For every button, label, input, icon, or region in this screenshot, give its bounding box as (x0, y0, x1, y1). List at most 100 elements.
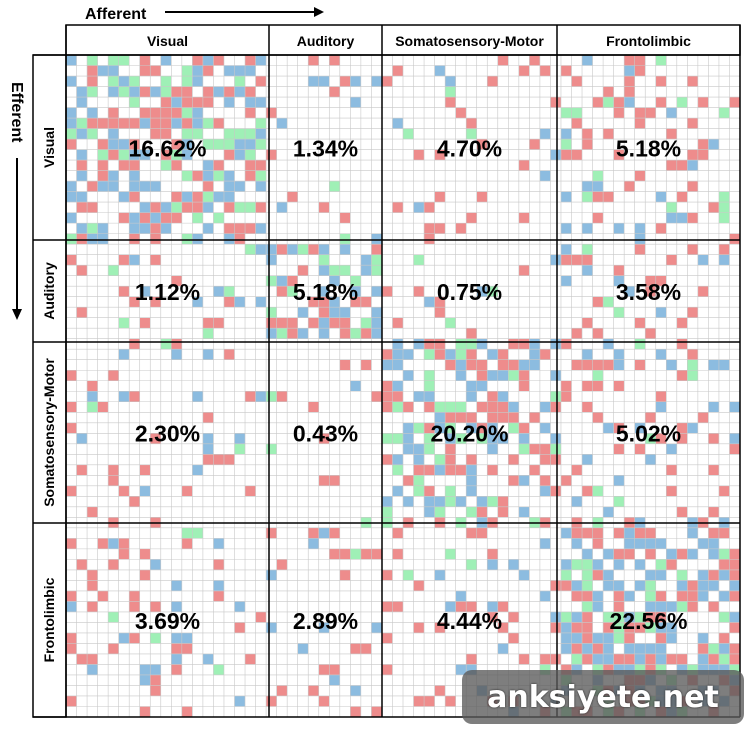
matrix-cell (445, 317, 456, 329)
matrix-cell (518, 338, 530, 350)
matrix-cell (445, 349, 456, 360)
matrix-cell (466, 527, 477, 539)
matrix-cell (655, 653, 667, 665)
matrix-cell (318, 76, 330, 87)
matrix-cell (655, 590, 667, 602)
matrix-cell (466, 664, 477, 675)
matrix-cell (634, 170, 646, 182)
matrix-cell (150, 128, 161, 140)
matrix-cell (487, 611, 498, 623)
matrix-cell (213, 286, 224, 297)
matrix-cell (550, 254, 561, 266)
matrix-cell (676, 590, 688, 602)
matrix-cell (434, 464, 446, 476)
matrix-cell (718, 548, 730, 560)
matrix-cell (518, 160, 530, 171)
matrix-cell (66, 76, 77, 87)
matrix-cell (392, 380, 403, 392)
matrix-cell (297, 643, 309, 654)
matrix-cell (360, 328, 372, 339)
matrix-cell (687, 601, 698, 612)
matrix-cell (613, 307, 625, 318)
block-percentage-label: 20.20% (430, 421, 508, 447)
matrix-cell (66, 422, 77, 434)
matrix-cell (223, 181, 235, 192)
matrix-cell (139, 286, 151, 297)
matrix-cell (487, 548, 498, 560)
matrix-cell (287, 328, 298, 339)
matrix-cell (66, 643, 77, 654)
matrix-cell (97, 223, 109, 234)
matrix-cell (339, 233, 351, 245)
matrix-cell (234, 86, 246, 98)
matrix-cell (445, 464, 456, 476)
matrix-cell (318, 664, 330, 675)
matrix-cell (613, 359, 625, 371)
matrix-cell (245, 149, 256, 161)
matrix-cell (223, 454, 235, 465)
matrix-cell (603, 653, 614, 665)
matrix-cell (202, 170, 214, 182)
matrix-cell (66, 632, 77, 644)
matrix-cell (560, 254, 572, 266)
matrix-cell (213, 538, 224, 549)
matrix-cell (655, 433, 667, 444)
matrix-cell (560, 391, 572, 402)
matrix-cell (234, 443, 246, 455)
matrix-cell (708, 527, 719, 539)
matrix-cell (339, 76, 351, 87)
matrix-cell (676, 422, 688, 434)
matrix-cell (97, 65, 109, 77)
matrix-cell (223, 349, 235, 360)
matrix-cell (139, 569, 151, 581)
matrix-cell (539, 653, 551, 665)
matrix-cell (571, 496, 583, 507)
matrix-cell (497, 55, 509, 66)
matrix-cell (192, 65, 203, 77)
matrix-cell (139, 674, 151, 686)
block-percentage-label: 2.30% (135, 421, 200, 447)
matrix-cell (571, 643, 583, 654)
matrix-cell (592, 485, 604, 497)
matrix-cell (434, 191, 446, 203)
matrix-cell (550, 653, 561, 665)
matrix-cell (560, 527, 572, 539)
matrix-cell (266, 569, 277, 581)
matrix-cell (497, 433, 509, 444)
matrix-cell (108, 86, 119, 98)
matrix-cell (150, 296, 161, 308)
matrix-cell (613, 601, 625, 612)
matrix-cell (160, 338, 172, 350)
matrix-cell (181, 191, 193, 203)
matrix-cell (76, 86, 88, 98)
matrix-cell (76, 191, 88, 203)
matrix-cell (381, 401, 393, 413)
matrix-cell (634, 443, 646, 455)
matrix-cell (66, 254, 77, 266)
matrix-cell (592, 643, 604, 654)
matrix-cell (392, 118, 403, 129)
matrix-cell (192, 296, 203, 308)
matrix-cell (181, 706, 193, 717)
matrix-cell (108, 76, 119, 87)
matrix-cell (171, 118, 182, 129)
matrix-cell (255, 391, 267, 402)
matrix-cell (434, 569, 446, 581)
block-percentage-label: 5.18% (616, 136, 681, 162)
matrix-cell (308, 244, 319, 255)
matrix-cell (150, 181, 161, 192)
matrix-cell (582, 223, 593, 234)
matrix-cell (424, 433, 435, 444)
matrix-cell (424, 370, 435, 381)
matrix-cell (171, 191, 182, 203)
matrix-cell (223, 170, 235, 182)
matrix-cell (455, 223, 467, 234)
matrix-cell (171, 160, 182, 171)
matrix-cell (297, 244, 309, 255)
matrix-cell (645, 328, 656, 339)
matrix-cell (655, 191, 667, 203)
matrix-cell (150, 86, 161, 98)
matrix-cell (539, 475, 551, 486)
matrix-cell (381, 349, 393, 360)
matrix-cell (676, 548, 688, 560)
